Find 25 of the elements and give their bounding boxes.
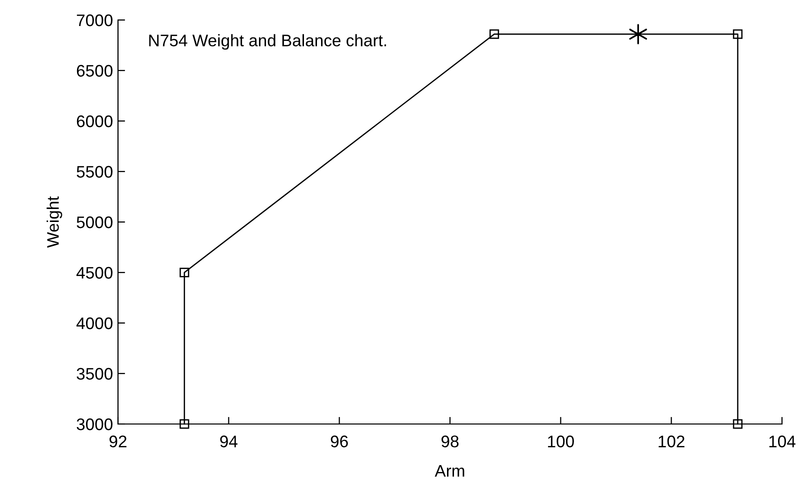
point bbox=[732, 29, 743, 39]
x-tick-label: 100 bbox=[548, 436, 574, 448]
y-tick-label: 4500 bbox=[76, 266, 112, 279]
x-tick-label: 94 bbox=[220, 436, 238, 448]
point bbox=[629, 24, 648, 44]
y-tick-label: 3500 bbox=[76, 368, 112, 380]
x-tick-label: 92 bbox=[110, 436, 126, 448]
x-tick-label: 98 bbox=[442, 436, 459, 448]
x-tick-label: 102 bbox=[658, 436, 684, 448]
x-tick-label: 96 bbox=[330, 436, 348, 448]
y-tick-label: 6500 bbox=[76, 64, 112, 77]
y-tick-label: 3000 bbox=[76, 418, 112, 430]
y-axis-title: Weight bbox=[46, 196, 62, 248]
y-tick-label: 5500 bbox=[76, 166, 112, 178]
y-tick-label: 4000 bbox=[76, 317, 112, 330]
point bbox=[180, 419, 190, 429]
point bbox=[180, 268, 190, 278]
x-tick-label: 104 bbox=[769, 436, 796, 448]
point bbox=[489, 29, 500, 39]
y-tick-label: 5000 bbox=[76, 216, 112, 228]
y-tick-label: 7000 bbox=[76, 14, 112, 26]
point bbox=[732, 419, 743, 429]
y-tick-label: 6000 bbox=[76, 115, 112, 128]
annotation: N754 Weight and Balance chart. bbox=[149, 34, 386, 50]
x-axis-title: Arm bbox=[434, 465, 464, 477]
